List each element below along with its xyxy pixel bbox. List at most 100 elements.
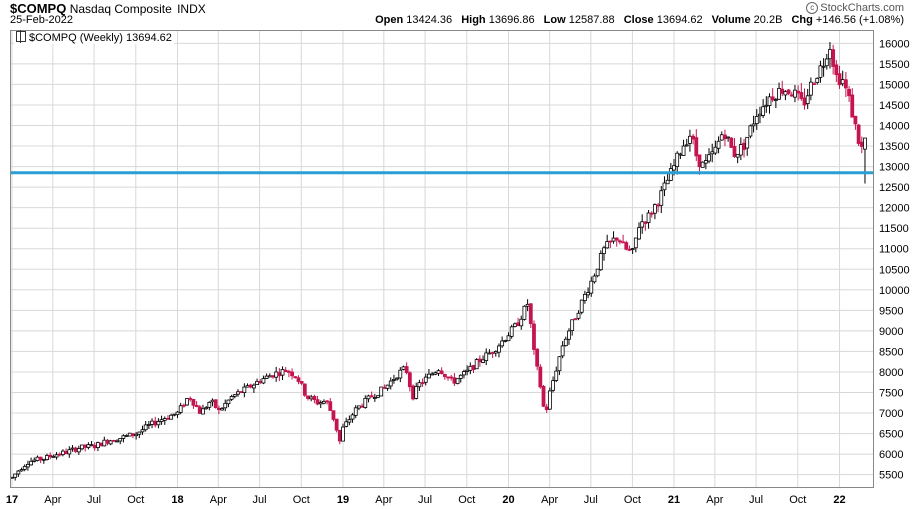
x-tick-label: Oct bbox=[293, 494, 310, 506]
candle-body bbox=[201, 408, 205, 415]
candle-body bbox=[688, 135, 692, 144]
candle-body bbox=[538, 366, 543, 388]
candle-body bbox=[761, 106, 766, 116]
candle-body bbox=[223, 402, 228, 409]
candle-body bbox=[392, 379, 396, 381]
candle-body bbox=[576, 312, 581, 319]
exchange-label: INDX bbox=[177, 2, 206, 16]
candle-body bbox=[194, 404, 199, 408]
legend-label: $COMPQ (Weekly) 13694.62 bbox=[29, 32, 172, 44]
ticker-symbol[interactable]: $COMPQ bbox=[10, 1, 67, 16]
candle-body bbox=[684, 144, 689, 147]
candle-body bbox=[462, 371, 466, 376]
candle-body bbox=[694, 137, 699, 157]
candle-body bbox=[618, 240, 622, 243]
candle-body bbox=[175, 411, 180, 416]
candle-body bbox=[754, 116, 759, 125]
close-label: Close bbox=[623, 14, 654, 26]
symbol-line: $COMPQ Nasdaq Composite INDX bbox=[10, 1, 206, 16]
candle-body bbox=[350, 414, 355, 420]
candle-body bbox=[773, 99, 778, 101]
candle-body bbox=[302, 383, 307, 396]
x-tick-label: Jul bbox=[418, 494, 432, 506]
candle-body bbox=[608, 240, 613, 243]
candle-body bbox=[579, 299, 584, 313]
y-tick-label: 9000 bbox=[879, 326, 903, 338]
y-axis-labels: 5500 6000 6500 7000 7500 8000 8500 9000 9500 1000… bbox=[879, 38, 910, 481]
candle-body bbox=[328, 401, 333, 411]
candle-body bbox=[703, 160, 708, 164]
chart-header: $COMPQ Nasdaq Composite INDX 25-Feb-2022… bbox=[0, 0, 912, 30]
candle-body bbox=[786, 89, 791, 94]
candle-body bbox=[118, 438, 123, 442]
candle-body bbox=[19, 469, 24, 472]
open-value: 13424.36 bbox=[406, 14, 453, 26]
candle-body bbox=[805, 95, 810, 104]
candle-body bbox=[369, 395, 374, 398]
candle-body bbox=[570, 319, 575, 331]
candle-body bbox=[672, 165, 676, 171]
index-name: Nasdaq Composite bbox=[69, 2, 172, 16]
candle-body bbox=[427, 373, 431, 379]
candle-body bbox=[121, 435, 126, 439]
candle-body bbox=[729, 137, 734, 148]
x-tick-label: Oct bbox=[789, 494, 806, 506]
low-label: Low bbox=[543, 14, 566, 26]
x-tick-label: Apr bbox=[44, 494, 61, 506]
candle-body bbox=[188, 398, 193, 400]
candle-body bbox=[76, 448, 81, 453]
y-tick-label: 10000 bbox=[879, 285, 910, 297]
high-label: High bbox=[461, 14, 486, 26]
candle-body bbox=[528, 303, 533, 324]
candle-body bbox=[818, 65, 823, 78]
candle-body bbox=[290, 371, 294, 377]
candle-body bbox=[341, 426, 345, 442]
candle-body bbox=[414, 386, 419, 399]
candle-body bbox=[169, 414, 174, 420]
candle-body bbox=[134, 433, 139, 437]
candle-body bbox=[767, 96, 772, 106]
x-tick-label: Apr bbox=[375, 494, 392, 506]
candle-body bbox=[554, 370, 559, 381]
candle-body bbox=[255, 380, 259, 386]
candle-body bbox=[541, 385, 546, 407]
y-tick-label: 6000 bbox=[879, 449, 903, 461]
candle-body bbox=[557, 356, 562, 372]
candle-body bbox=[385, 384, 390, 389]
candle-body bbox=[681, 145, 686, 156]
candle-body bbox=[280, 369, 285, 376]
candle-body bbox=[481, 359, 485, 363]
candle-body bbox=[637, 227, 641, 240]
candle-legend-icon bbox=[16, 30, 26, 43]
volume-label: Volume bbox=[711, 14, 751, 26]
x-tick-label: 18 bbox=[171, 494, 183, 506]
change-label: Chg bbox=[791, 14, 813, 26]
y-tick-label: 12500 bbox=[879, 182, 910, 194]
candle-body bbox=[347, 419, 352, 423]
x-tick-label: 17 bbox=[6, 494, 18, 506]
candle-body bbox=[602, 247, 606, 254]
candle-body bbox=[834, 64, 839, 76]
candle-body bbox=[108, 440, 113, 445]
candle-body bbox=[614, 237, 619, 241]
candle-body bbox=[261, 378, 266, 384]
y-tick-label: 6500 bbox=[879, 429, 903, 441]
candle-body bbox=[662, 182, 667, 191]
y-tick-label: 13500 bbox=[879, 141, 910, 153]
candle-body bbox=[207, 401, 212, 408]
candle-body bbox=[54, 454, 59, 458]
candle-body bbox=[407, 372, 412, 388]
candle-body bbox=[140, 429, 145, 433]
candle-body bbox=[146, 424, 151, 426]
candle-body bbox=[853, 115, 858, 125]
x-tick-label: Jul bbox=[87, 494, 101, 506]
x-tick-label: Apr bbox=[541, 494, 558, 506]
plot-frame bbox=[10, 30, 874, 488]
candle-body bbox=[178, 405, 183, 413]
candle-body bbox=[388, 380, 393, 387]
candle-body bbox=[506, 335, 511, 342]
y-tick-label: 5500 bbox=[879, 470, 903, 482]
candle-body bbox=[668, 168, 673, 181]
candle-body bbox=[29, 460, 33, 466]
